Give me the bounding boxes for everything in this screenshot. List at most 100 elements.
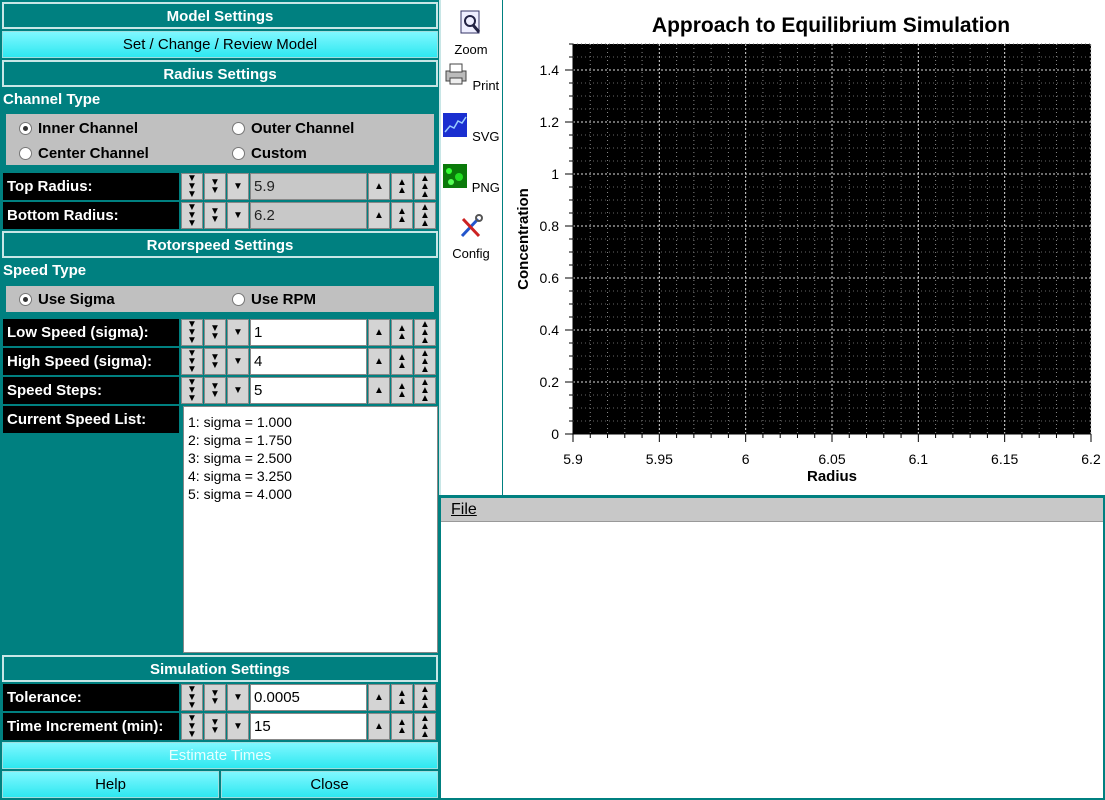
radio-selected-icon bbox=[19, 122, 32, 135]
decrease-fast-button[interactable]: ▼ ▼ ▼ bbox=[181, 377, 203, 404]
decrease-fast-button[interactable]: ▼ ▼ ▼ bbox=[181, 348, 203, 375]
estimate-times-button[interactable]: Estimate Times bbox=[2, 742, 438, 769]
set-model-button[interactable]: Set / Change / Review Model bbox=[2, 31, 438, 58]
svg-export-icon bbox=[443, 113, 468, 137]
low-speed-counter: ▼ ▼ ▼ ▼ ▼ ▼ 1 ▲ ▲ ▲ ▲ ▲ ▲ bbox=[181, 319, 438, 346]
decrease-fast-button[interactable]: ▼ ▼ ▼ bbox=[181, 684, 203, 711]
close-button[interactable]: Close bbox=[221, 771, 438, 798]
list-item: 4: sigma = 3.250 bbox=[188, 468, 292, 484]
increase-button[interactable]: ▲ bbox=[368, 348, 390, 375]
channel-type-group: Inner Channel Outer Channel Center Chann… bbox=[6, 114, 434, 165]
speed-list[interactable]: 1: sigma = 1.000 2: sigma = 1.750 3: sig… bbox=[183, 406, 438, 653]
increase-button[interactable]: ▲ bbox=[368, 202, 390, 229]
decrease-button[interactable]: ▼ bbox=[227, 348, 249, 375]
help-button[interactable]: Help bbox=[2, 771, 219, 798]
decrease-fast-button[interactable]: ▼ ▼ ▼ bbox=[181, 202, 203, 229]
decrease-fast-button[interactable]: ▼ ▼ ▼ bbox=[181, 173, 203, 200]
decrease-button[interactable]: ▼ bbox=[227, 173, 249, 200]
zoom-button[interactable]: Zoom bbox=[441, 10, 501, 57]
increase-button[interactable]: ▲ bbox=[368, 713, 390, 740]
increase-button[interactable]: ▲ bbox=[368, 377, 390, 404]
list-item: 3: sigma = 2.500 bbox=[188, 450, 292, 466]
y-tick-label: 0 bbox=[551, 426, 559, 442]
increase-fast-button[interactable]: ▲ ▲ ▲ bbox=[414, 348, 436, 375]
increase-button[interactable]: ▲ bbox=[368, 684, 390, 711]
y-tick-label: 1.2 bbox=[540, 114, 560, 130]
output-text-area[interactable] bbox=[441, 522, 1103, 798]
decrease-button[interactable]: ▼ bbox=[227, 713, 249, 740]
list-item: 1: sigma = 1.000 bbox=[188, 414, 292, 430]
high-speed-counter: ▼ ▼ ▼ ▼ ▼ ▼ 4 ▲ ▲ ▲ ▲ ▲ ▲ bbox=[181, 348, 438, 375]
rotorspeed-settings-banner: Rotorspeed Settings bbox=[2, 231, 438, 258]
speed-steps-value[interactable]: 5 bbox=[250, 377, 367, 404]
file-menu[interactable]: File bbox=[451, 501, 477, 518]
config-tools-icon bbox=[460, 214, 483, 238]
decrease-medium-button[interactable]: ▼ ▼ bbox=[204, 319, 226, 346]
top-radius-value[interactable]: 5.9 bbox=[250, 173, 367, 200]
top-radius-label: Top Radius: bbox=[3, 173, 179, 200]
svg-button[interactable]: SVG bbox=[441, 112, 501, 144]
radio-outer-channel[interactable]: Outer Channel bbox=[232, 120, 354, 137]
y-tick-label: 0.4 bbox=[540, 322, 560, 338]
low-speed-value[interactable]: 1 bbox=[250, 319, 367, 346]
print-button[interactable]: Print bbox=[441, 61, 501, 93]
high-speed-value[interactable]: 4 bbox=[250, 348, 367, 375]
increase-fast-button[interactable]: ▲ ▲ ▲ bbox=[414, 713, 436, 740]
decrease-medium-button[interactable]: ▼ ▼ bbox=[204, 348, 226, 375]
increase-medium-button[interactable]: ▲ ▲ bbox=[391, 377, 413, 404]
time-increment-value[interactable]: 15 bbox=[250, 713, 367, 740]
x-tick-label: 5.95 bbox=[646, 451, 673, 467]
decrease-medium-button[interactable]: ▼ ▼ bbox=[204, 377, 226, 404]
tolerance-value[interactable]: 0.0005 bbox=[250, 684, 367, 711]
decrease-button[interactable]: ▼ bbox=[227, 319, 249, 346]
grid-lines bbox=[572, 43, 1092, 435]
increase-medium-button[interactable]: ▲ ▲ bbox=[391, 348, 413, 375]
list-item: 5: sigma = 4.000 bbox=[188, 486, 292, 502]
speed-type-group: Use Sigma Use RPM bbox=[6, 286, 434, 312]
menu-bar: File bbox=[441, 498, 1103, 522]
increase-medium-button[interactable]: ▲ ▲ bbox=[391, 202, 413, 229]
bottom-radius-value[interactable]: 6.2 bbox=[250, 202, 367, 229]
decrease-medium-button[interactable]: ▼ ▼ bbox=[204, 713, 226, 740]
png-button[interactable]: PNG bbox=[441, 163, 501, 195]
increase-fast-button[interactable]: ▲ ▲ ▲ bbox=[414, 377, 436, 404]
chart-title: Approach to Equilibrium Simulation bbox=[652, 14, 1010, 37]
radio-icon bbox=[232, 147, 245, 160]
radio-center-channel[interactable]: Center Channel bbox=[19, 145, 149, 162]
increase-medium-button[interactable]: ▲ ▲ bbox=[391, 319, 413, 346]
y-tick-label: 0.2 bbox=[540, 374, 560, 390]
increase-fast-button[interactable]: ▲ ▲ ▲ bbox=[414, 173, 436, 200]
decrease-medium-button[interactable]: ▼ ▼ bbox=[204, 202, 226, 229]
speed-steps-label: Speed Steps: bbox=[3, 377, 179, 404]
increase-medium-button[interactable]: ▲ ▲ bbox=[391, 713, 413, 740]
radius-settings-banner: Radius Settings bbox=[2, 60, 438, 87]
radio-custom[interactable]: Custom bbox=[232, 145, 307, 162]
radio-icon bbox=[232, 293, 245, 306]
increase-fast-button[interactable]: ▲ ▲ ▲ bbox=[414, 684, 436, 711]
current-speed-list-label: Current Speed List: bbox=[3, 406, 179, 433]
config-button[interactable]: Config bbox=[441, 214, 501, 261]
decrease-button[interactable]: ▼ bbox=[227, 684, 249, 711]
print-icon bbox=[445, 63, 467, 85]
decrease-fast-button[interactable]: ▼ ▼ ▼ bbox=[181, 713, 203, 740]
radio-inner-channel[interactable]: Inner Channel bbox=[19, 120, 138, 137]
decrease-medium-button[interactable]: ▼ ▼ bbox=[204, 173, 226, 200]
time-increment-label: Time Increment (min): bbox=[3, 713, 179, 740]
increase-fast-button[interactable]: ▲ ▲ ▲ bbox=[414, 202, 436, 229]
increase-fast-button[interactable]: ▲ ▲ ▲ bbox=[414, 319, 436, 346]
x-tick-label: 6.05 bbox=[818, 451, 845, 467]
panel-divider bbox=[439, 495, 1105, 498]
decrease-medium-button[interactable]: ▼ ▼ bbox=[204, 684, 226, 711]
decrease-fast-button[interactable]: ▼ ▼ ▼ bbox=[181, 319, 203, 346]
decrease-button[interactable]: ▼ bbox=[227, 377, 249, 404]
y-axis-label: Concentration bbox=[515, 188, 532, 290]
radio-use-sigma[interactable]: Use Sigma bbox=[19, 291, 115, 308]
radio-selected-icon bbox=[19, 293, 32, 306]
increase-medium-button[interactable]: ▲ ▲ bbox=[391, 173, 413, 200]
increase-button[interactable]: ▲ bbox=[368, 319, 390, 346]
radio-use-rpm[interactable]: Use RPM bbox=[232, 291, 316, 308]
increase-medium-button[interactable]: ▲ ▲ bbox=[391, 684, 413, 711]
plot-area: Approach to Equilibrium Simulation 5.9 5.… bbox=[503, 0, 1105, 495]
increase-button[interactable]: ▲ bbox=[368, 173, 390, 200]
decrease-button[interactable]: ▼ bbox=[227, 202, 249, 229]
